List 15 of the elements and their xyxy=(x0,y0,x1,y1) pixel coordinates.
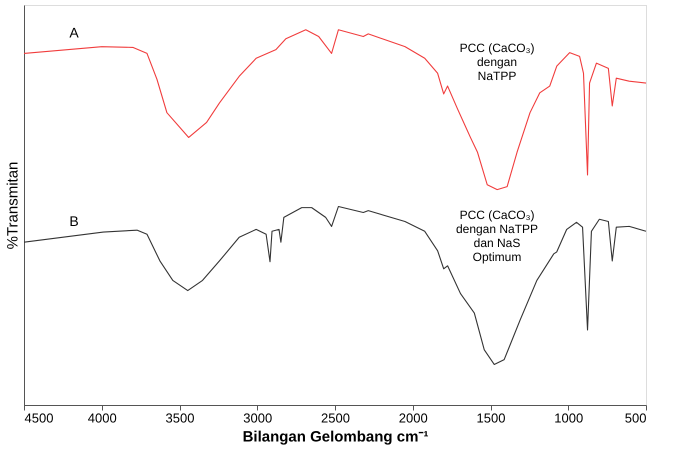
x-axis-title: Bilangan Gelombang cm⁻¹ xyxy=(242,428,428,446)
x-tick-label: 4500 xyxy=(24,410,54,426)
x-tick-label: 2000 xyxy=(398,410,428,426)
x-tick-label: 1500 xyxy=(476,410,506,426)
annotation: PCC (CaCO₃) dengan NaTPP xyxy=(460,41,534,83)
series-label: A xyxy=(69,24,80,40)
annotation: PCC (CaCO₃) dengan NaTPP dan NaS Optimum xyxy=(456,208,538,264)
x-tick-label: 2500 xyxy=(321,410,350,426)
series-label: B xyxy=(69,213,79,230)
x-tick-label: 4000 xyxy=(88,410,117,426)
x-tick-label: 1000 xyxy=(554,410,584,426)
x-tick-label: 500 xyxy=(624,410,646,426)
x-tick-label: 3500 xyxy=(166,410,194,426)
x-tick-label: 3000 xyxy=(243,410,272,426)
y-axis-title: %Transmitan xyxy=(4,162,22,250)
